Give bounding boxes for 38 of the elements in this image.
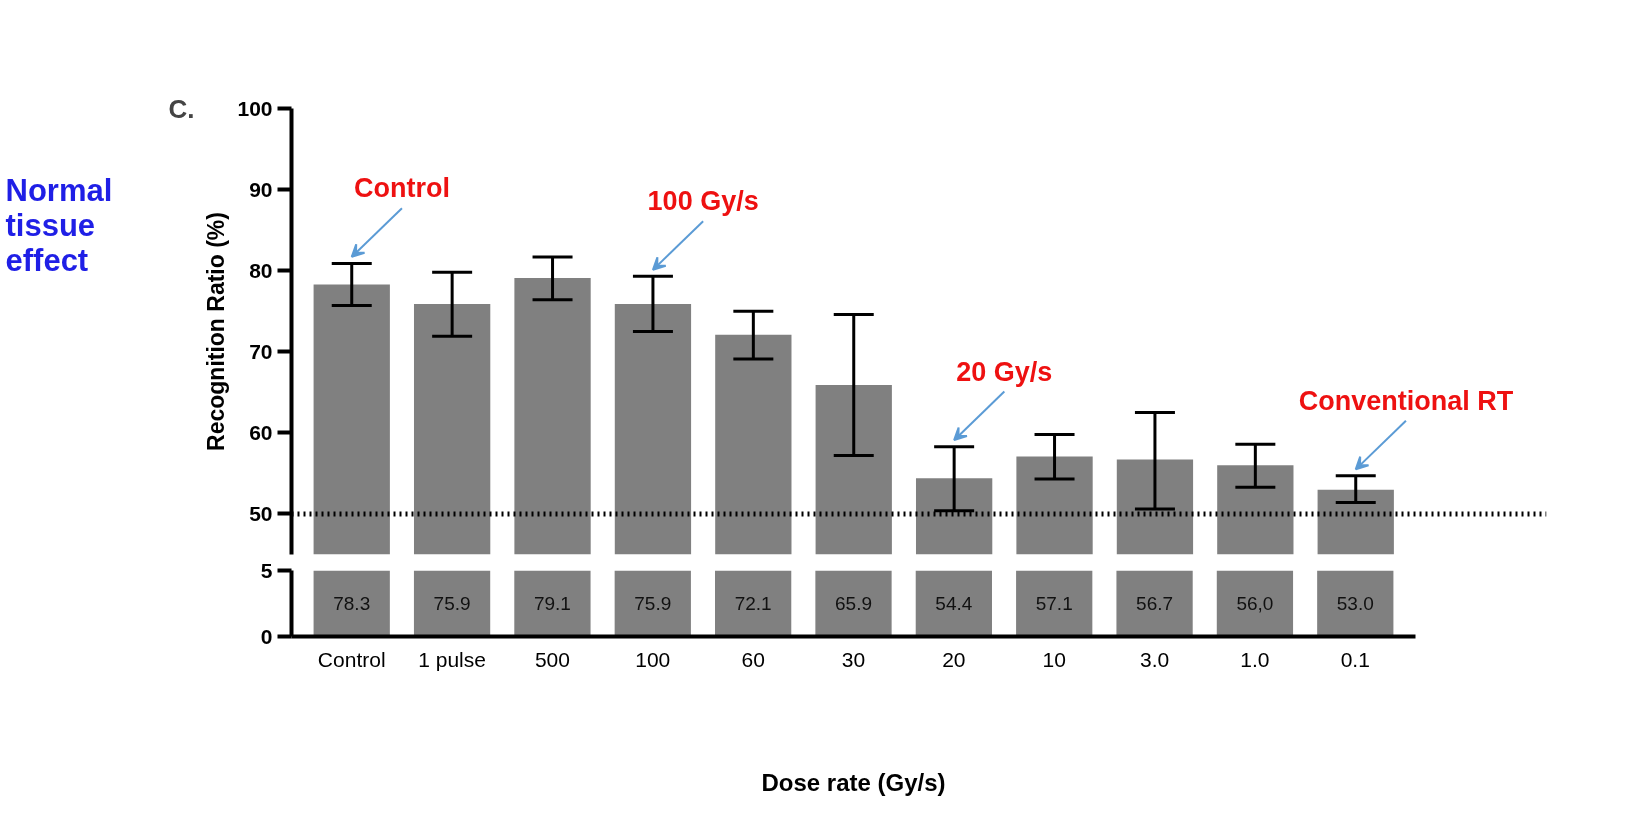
text: Normal tissue effect [5,173,113,278]
y-tick-label: 80 [249,258,273,282]
text: 78.3 [333,593,371,614]
y-tick-label: 70 [249,339,273,363]
annotation: Control [353,173,450,204]
x-tick-label: 60 [741,647,765,671]
x-tick-label: 10 [1042,647,1066,671]
y-tick-label: 50 [249,501,273,525]
y-axis-title: Recognition Ratio (%) [203,212,230,451]
text: C. [168,93,195,124]
y-tick-label: 90 [249,177,273,201]
x-axis-title: Dose rate (Gy/s) [761,768,946,796]
x-tick-label: 3.0 [1139,647,1170,671]
x-tick-label: 1 pulse [418,647,486,671]
x-tick-label: 500 [534,647,570,671]
x-tick-label: 100 [635,647,671,671]
text: 75.9 [433,593,471,614]
text: 79.1 [533,593,571,614]
y-tick-label: 60 [249,420,273,444]
y-tick-label: 0 [260,624,273,648]
x-tick-label: Control [317,647,386,671]
text: 57.1 [1035,593,1073,614]
annotation: Conventional RT [1298,385,1514,416]
text: 54.4 [935,593,973,614]
x-tick-label: 30 [841,647,866,671]
x-tick-label: 1.0 [1240,647,1270,671]
x-tick-label: 20 [942,647,966,671]
annotation: 20 Gy/s [956,356,1053,387]
text: 56.7 [1136,593,1174,614]
x-tick-label: 0.1 [1340,647,1370,671]
text: 72.1 [734,593,772,614]
text: 56,0 [1236,593,1274,614]
text: 75.9 [634,593,672,614]
text: 65.9 [835,593,872,614]
y-tick-label: 5 [260,558,273,582]
text: 53.0 [1336,593,1374,614]
y-tick-label: 100 [237,96,273,120]
annotation: 100 Gy/s [647,186,759,217]
